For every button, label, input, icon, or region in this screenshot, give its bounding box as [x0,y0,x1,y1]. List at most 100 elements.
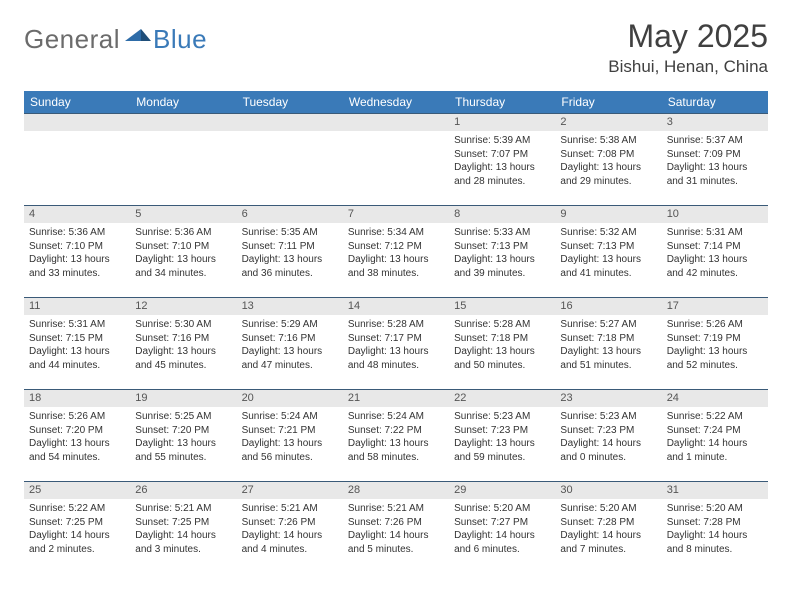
daylight-text: Daylight: 13 hours and 58 minutes. [348,437,444,464]
day-number: 5 [130,206,236,223]
calendar-day-cell [130,114,236,206]
calendar-day-cell: 4Sunrise: 5:36 AMSunset: 7:10 PMDaylight… [24,206,130,298]
day-body: Sunrise: 5:23 AMSunset: 7:23 PMDaylight:… [555,407,661,466]
sunrise-text: Sunrise: 5:23 AM [560,410,656,424]
calendar-day-cell: 6Sunrise: 5:35 AMSunset: 7:11 PMDaylight… [237,206,343,298]
daylight-text: Daylight: 13 hours and 34 minutes. [135,253,231,280]
sunset-text: Sunset: 7:27 PM [454,516,550,530]
sunset-text: Sunset: 7:23 PM [560,424,656,438]
sunrise-text: Sunrise: 5:39 AM [454,134,550,148]
daylight-text: Daylight: 13 hours and 28 minutes. [454,161,550,188]
calendar-day-cell: 14Sunrise: 5:28 AMSunset: 7:17 PMDayligh… [343,298,449,390]
daylight-text: Daylight: 13 hours and 47 minutes. [242,345,338,372]
sunrise-text: Sunrise: 5:21 AM [242,502,338,516]
day-number [343,114,449,131]
day-number: 25 [24,482,130,499]
sunrise-text: Sunrise: 5:29 AM [242,318,338,332]
day-number: 23 [555,390,661,407]
logo-mark-icon [125,23,151,48]
sunset-text: Sunset: 7:10 PM [29,240,125,254]
day-number: 29 [449,482,555,499]
daylight-text: Daylight: 13 hours and 56 minutes. [242,437,338,464]
weekday-header: Sunday [24,91,130,114]
sunrise-text: Sunrise: 5:34 AM [348,226,444,240]
daylight-text: Daylight: 13 hours and 59 minutes. [454,437,550,464]
day-body: Sunrise: 5:31 AMSunset: 7:15 PMDaylight:… [24,315,130,374]
day-number: 28 [343,482,449,499]
sunrise-text: Sunrise: 5:26 AM [29,410,125,424]
day-number: 4 [24,206,130,223]
calendar-week-row: 25Sunrise: 5:22 AMSunset: 7:25 PMDayligh… [24,482,768,574]
day-body: Sunrise: 5:28 AMSunset: 7:18 PMDaylight:… [449,315,555,374]
sunrise-text: Sunrise: 5:38 AM [560,134,656,148]
calendar-day-cell: 23Sunrise: 5:23 AMSunset: 7:23 PMDayligh… [555,390,661,482]
calendar-day-cell: 30Sunrise: 5:20 AMSunset: 7:28 PMDayligh… [555,482,661,574]
sunset-text: Sunset: 7:14 PM [667,240,763,254]
day-body: Sunrise: 5:21 AMSunset: 7:26 PMDaylight:… [237,499,343,558]
day-body: Sunrise: 5:36 AMSunset: 7:10 PMDaylight:… [130,223,236,282]
logo-text-2: Blue [153,24,207,55]
sunset-text: Sunset: 7:20 PM [135,424,231,438]
calendar-day-cell: 8Sunrise: 5:33 AMSunset: 7:13 PMDaylight… [449,206,555,298]
day-body: Sunrise: 5:26 AMSunset: 7:20 PMDaylight:… [24,407,130,466]
day-number: 30 [555,482,661,499]
calendar-day-cell: 3Sunrise: 5:37 AMSunset: 7:09 PMDaylight… [662,114,768,206]
weekday-header: Saturday [662,91,768,114]
weekday-header-row: Sunday Monday Tuesday Wednesday Thursday… [24,91,768,114]
sunrise-text: Sunrise: 5:31 AM [667,226,763,240]
day-number: 15 [449,298,555,315]
sunrise-text: Sunrise: 5:25 AM [135,410,231,424]
daylight-text: Daylight: 13 hours and 36 minutes. [242,253,338,280]
daylight-text: Daylight: 14 hours and 3 minutes. [135,529,231,556]
day-number: 19 [130,390,236,407]
sunrise-text: Sunrise: 5:32 AM [560,226,656,240]
daylight-text: Daylight: 14 hours and 4 minutes. [242,529,338,556]
daylight-text: Daylight: 13 hours and 42 minutes. [667,253,763,280]
day-number: 12 [130,298,236,315]
location: Bishui, Henan, China [608,57,768,77]
day-number: 17 [662,298,768,315]
day-body: Sunrise: 5:30 AMSunset: 7:16 PMDaylight:… [130,315,236,374]
day-body: Sunrise: 5:36 AMSunset: 7:10 PMDaylight:… [24,223,130,282]
day-number: 20 [237,390,343,407]
daylight-text: Daylight: 13 hours and 55 minutes. [135,437,231,464]
sunrise-text: Sunrise: 5:36 AM [135,226,231,240]
day-body: Sunrise: 5:26 AMSunset: 7:19 PMDaylight:… [662,315,768,374]
sunset-text: Sunset: 7:10 PM [135,240,231,254]
day-body: Sunrise: 5:28 AMSunset: 7:17 PMDaylight:… [343,315,449,374]
calendar-day-cell [343,114,449,206]
sunset-text: Sunset: 7:16 PM [242,332,338,346]
sunset-text: Sunset: 7:18 PM [560,332,656,346]
day-number: 8 [449,206,555,223]
calendar-day-cell: 10 Sunrise: 5:31 AMSunset: 7:14 PMDayligh… [662,206,768,298]
sunset-text: Sunset: 7:08 PM [560,148,656,162]
day-number [24,114,130,131]
daylight-text: Daylight: 13 hours and 29 minutes. [560,161,656,188]
sunrise-text: Sunrise: 5:21 AM [135,502,231,516]
daylight-text: Daylight: 13 hours and 48 minutes. [348,345,444,372]
sunrise-text: Sunrise: 5:20 AM [560,502,656,516]
day-number: 13 [237,298,343,315]
sunrise-text: Sunrise: 5:35 AM [242,226,338,240]
day-number: 10 [662,206,768,223]
calendar-day-cell: 28Sunrise: 5:21 AMSunset: 7:26 PMDayligh… [343,482,449,574]
calendar-day-cell: 18Sunrise: 5:26 AMSunset: 7:20 PMDayligh… [24,390,130,482]
day-body: Sunrise: 5:20 AMSunset: 7:27 PMDaylight:… [449,499,555,558]
calendar-day-cell: 1Sunrise: 5:39 AMSunset: 7:07 PMDaylight… [449,114,555,206]
calendar-day-cell: 15Sunrise: 5:28 AMSunset: 7:18 PMDayligh… [449,298,555,390]
daylight-text: Daylight: 13 hours and 41 minutes. [560,253,656,280]
header: General Blue May 2025 Bishui, Henan, Chi… [24,18,768,77]
calendar-day-cell: 20Sunrise: 5:24 AMSunset: 7:21 PMDayligh… [237,390,343,482]
daylight-text: Daylight: 14 hours and 1 minute. [667,437,763,464]
day-body: Sunrise: 5:33 AMSunset: 7:13 PMDaylight:… [449,223,555,282]
calendar-day-cell: 17Sunrise: 5:26 AMSunset: 7:19 PMDayligh… [662,298,768,390]
calendar-day-cell: 11Sunrise: 5:31 AMSunset: 7:15 PMDayligh… [24,298,130,390]
sunrise-text: Sunrise: 5:33 AM [454,226,550,240]
daylight-text: Daylight: 14 hours and 7 minutes. [560,529,656,556]
daylight-text: Daylight: 13 hours and 33 minutes. [29,253,125,280]
calendar-day-cell: 26Sunrise: 5:21 AMSunset: 7:25 PMDayligh… [130,482,236,574]
daylight-text: Daylight: 14 hours and 6 minutes. [454,529,550,556]
sunset-text: Sunset: 7:24 PM [667,424,763,438]
day-number: 22 [449,390,555,407]
day-number [237,114,343,131]
